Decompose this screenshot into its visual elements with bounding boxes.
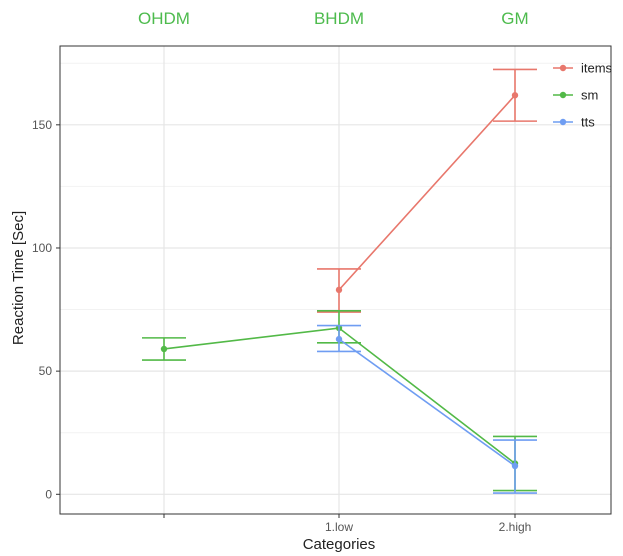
y-tick-label: 50 — [39, 364, 53, 378]
series-line-items — [338, 94, 516, 291]
data-point-tts — [511, 462, 519, 470]
y-tick-label: 150 — [32, 118, 52, 132]
x-tick-label: 2.high — [499, 520, 532, 534]
x-tick-label: 1.low — [325, 520, 353, 534]
legend-key-point — [559, 91, 567, 99]
series-line-tts — [338, 338, 516, 467]
top-label-gm: GM — [501, 9, 528, 28]
legend-key-point — [559, 118, 567, 126]
grid — [60, 46, 611, 514]
legend-item-items: items — [553, 61, 613, 76]
data-point-items — [511, 92, 519, 99]
axis-ticks: 0 50 100 150 1.low 2.high — [32, 118, 531, 534]
legend-label-tts: tts — [581, 115, 595, 130]
plot-panel — [59, 45, 612, 515]
legend-key-point — [559, 64, 567, 72]
legend: items sm tts — [553, 61, 613, 130]
series-layer — [142, 68, 537, 494]
top-label-bhdm: BHDM — [314, 9, 364, 28]
legend-item-tts: tts — [553, 115, 595, 130]
legend-item-sm: sm — [553, 88, 598, 103]
series-tts — [317, 324, 537, 494]
y-axis-title: Reaction Time [Sec] — [10, 211, 27, 345]
y-tick-label: 100 — [32, 241, 52, 255]
series-items — [317, 68, 537, 313]
data-point-tts — [335, 335, 343, 343]
legend-label-sm: sm — [581, 88, 598, 103]
legend-label-items: items — [581, 61, 613, 76]
data-point-sm — [160, 345, 168, 353]
y-tick-label: 0 — [45, 487, 52, 501]
x-axis-title: Categories — [303, 536, 376, 553]
top-label-ohdm: OHDM — [138, 9, 190, 28]
data-point-items — [335, 286, 343, 294]
